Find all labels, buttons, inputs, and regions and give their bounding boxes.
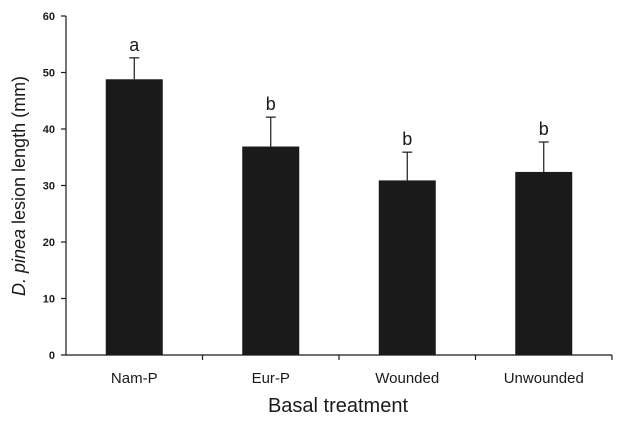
y-tick-label: 50 xyxy=(43,68,55,80)
y-tick-label: 0 xyxy=(49,350,55,362)
y-axis: 0 10 20 30 40 50 60 xyxy=(43,11,67,362)
bar xyxy=(242,146,300,355)
x-tick-label: Unwounded xyxy=(504,370,584,387)
x-tick-label: Wounded xyxy=(375,370,439,387)
y-tick-label: 30 xyxy=(43,181,55,193)
x-tick-label: Eur-P xyxy=(252,370,290,387)
bar xyxy=(515,171,573,355)
significance-letter: b xyxy=(402,129,412,149)
y-tick-label: 40 xyxy=(43,124,55,136)
x-axis-title: Basal treatment xyxy=(268,395,409,417)
bar xyxy=(378,180,436,355)
significance-letter: b xyxy=(266,94,276,114)
significance-letter: b xyxy=(539,119,549,139)
y-axis-title: D. pinea lesion length (mm) xyxy=(9,76,29,296)
y-axis-title-rest: lesion length (mm) xyxy=(9,76,29,229)
x-tick-label: Nam-P xyxy=(111,370,158,387)
error-bars xyxy=(129,57,549,181)
significance-letters: a b b b xyxy=(129,35,549,149)
y-axis-title-italic: D. pinea xyxy=(9,229,29,296)
bar xyxy=(105,79,163,355)
significance-letter: a xyxy=(129,35,140,55)
x-axis: Nam-P Eur-P Wounded Unwounded xyxy=(66,354,613,387)
y-tick-label: 60 xyxy=(43,11,55,23)
y-tick-label: 10 xyxy=(43,294,55,306)
y-tick-label: 20 xyxy=(43,237,55,249)
bar-series xyxy=(105,79,573,355)
